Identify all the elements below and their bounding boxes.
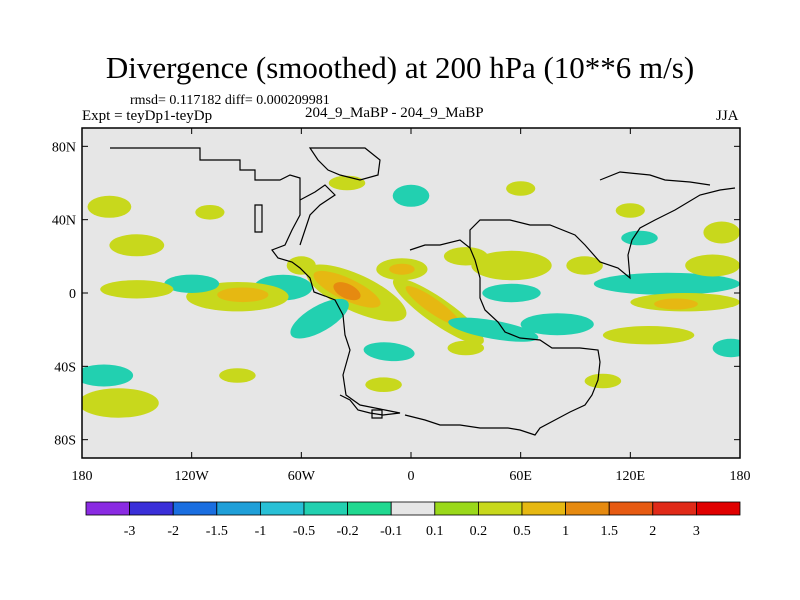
contour-region-5 (405, 286, 461, 326)
contour-region-10 (482, 283, 541, 303)
coastline-north-america-east (299, 184, 336, 246)
contour-region-41 (447, 340, 485, 356)
coastline-island-south (371, 409, 383, 419)
contour-region-33 (82, 364, 134, 387)
rmsd-diff-stats: rmsd= 0.117182 diff= 0.000209981 (130, 93, 330, 108)
colorbar-swatch (521, 501, 566, 516)
x-axis: 180 120W 60W 0 60E 120E 180 (72, 128, 751, 484)
y-tick-label: 80N (52, 140, 76, 155)
colorbar-level-label: -3 (124, 524, 136, 539)
colorbar-swatch (477, 501, 523, 516)
colorbar-level-label: -1.5 (206, 524, 228, 539)
colorbar-swatch (85, 501, 130, 516)
contour-region-29 (685, 254, 740, 277)
contour-region-25 (443, 247, 488, 266)
contour-region-24 (471, 250, 552, 281)
x-tick-label: 120W (175, 469, 210, 484)
colorbar-swatch (434, 501, 479, 516)
colorbar-swatch (696, 501, 741, 516)
coastline-arctic (599, 171, 711, 186)
colorbar-level-label: 0.5 (513, 524, 531, 539)
x-tick-label: 180 (72, 469, 93, 484)
page-title: Divergence (smoothed) at 200 hPa (10**6 … (105, 50, 695, 85)
colorbar-swatch (347, 501, 392, 516)
colorbar-level-label: -1 (255, 524, 267, 539)
contour-region-32 (712, 338, 740, 358)
contour-region-38 (703, 221, 740, 244)
contour-region-30 (520, 313, 594, 336)
y-tick-label: 40S (54, 360, 76, 375)
contour-region-11 (363, 342, 415, 362)
colorbar-level-label: -0.5 (293, 524, 315, 539)
experiment-label: Expt = teyDp1-teyDp (82, 108, 213, 124)
contour-region-34 (82, 388, 159, 418)
colorbar-level-label: 3 (693, 524, 700, 539)
x-tick-label: 60E (509, 469, 532, 484)
coastline-eurasia (469, 187, 736, 280)
continent-outlines (110, 147, 736, 436)
contour-region-16 (164, 274, 220, 293)
contour-region-39 (566, 256, 603, 275)
y-tick-label: 40N (52, 214, 76, 229)
contour-region-28 (654, 298, 698, 310)
contour-region-36 (615, 203, 645, 218)
colorbar-level-label: -0.2 (337, 524, 359, 539)
contour-region-37 (621, 230, 658, 246)
contour-region-31 (602, 326, 695, 345)
colorbar-level-label: -0.1 (380, 524, 402, 539)
colorbar: -3 -2 -1.5 -1 -0.5 -0.2 -0.1 0.1 0.2 0.5 1 1.5 2 3 (85, 501, 741, 539)
colorbar-level-label: 1.5 (600, 524, 618, 539)
contour-region-40 (584, 373, 622, 389)
contour-region-3 (333, 282, 361, 301)
colorbar-swatch (259, 501, 305, 516)
contour-region-20 (195, 205, 225, 220)
coastline-greenland (308, 147, 381, 181)
y-tick-label: 0 (69, 287, 76, 302)
colorbar-swatch (216, 501, 261, 516)
x-tick-label: 60W (288, 469, 316, 484)
colorbar-swatch (608, 501, 654, 516)
coastline-americas (110, 147, 401, 416)
coastline-africa (404, 239, 601, 436)
contour-region-21 (328, 175, 366, 191)
colorbar-level-label: 2 (649, 524, 656, 539)
contour-region-42 (365, 377, 402, 393)
colorbar-level-label: 0.1 (426, 524, 444, 539)
contour-region-7 (389, 263, 415, 275)
contour-region-23 (506, 181, 536, 196)
colorbar-level-label: 0.2 (470, 524, 488, 539)
y-axis: 80N 40N 0 40S 80S (52, 140, 740, 449)
colorbar-swatch (565, 501, 610, 516)
contour-region-35 (219, 368, 256, 383)
colorbar-swatch (390, 501, 436, 516)
contour-region-8 (290, 298, 349, 339)
colorbar-swatch (652, 501, 697, 516)
coastline-island-west (254, 204, 263, 233)
contour-region-18 (109, 234, 165, 257)
x-tick-label: 120E (616, 469, 646, 484)
divergence-field (82, 175, 740, 418)
colorbar-level-label: 1 (562, 524, 569, 539)
x-tick-label: 180 (730, 469, 751, 484)
colorbar-level-label: -2 (167, 524, 179, 539)
y-tick-label: 80S (54, 434, 76, 449)
contour-region-22 (392, 184, 430, 207)
x-tick-label: 0 (408, 469, 415, 484)
colorbar-swatch (303, 501, 348, 516)
contour-region-19 (87, 195, 132, 218)
contour-region-17 (100, 280, 174, 299)
season-label: JJA (716, 108, 739, 124)
colorbar-swatch (172, 501, 218, 516)
contour-region-13 (286, 256, 316, 275)
contour-region-15 (217, 287, 269, 303)
case-label: 204_9_MaBP - 204_9_MaBP (305, 105, 484, 121)
colorbar-swatch (129, 501, 174, 516)
